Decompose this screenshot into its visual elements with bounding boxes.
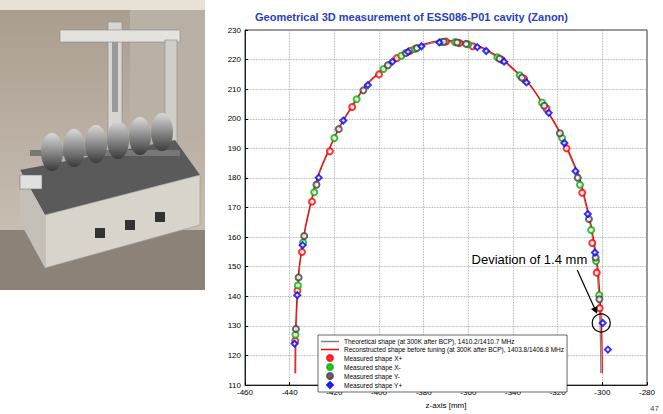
svg-text:220: 220 <box>228 55 242 64</box>
svg-text:200: 200 <box>228 114 242 123</box>
svg-text:180: 180 <box>228 173 242 182</box>
svg-text:170: 170 <box>228 203 242 212</box>
svg-text:230: 230 <box>228 26 242 35</box>
svg-text:Deviation of 1.4 mm: Deviation of 1.4 mm <box>472 252 588 267</box>
svg-text:-460: -460 <box>237 388 254 397</box>
svg-text:Reconstructed shape before tun: Reconstructed shape before tuning (at 30… <box>344 346 564 354</box>
svg-text:z-axis [mm]: z-axis [mm] <box>426 401 467 410</box>
svg-text:160: 160 <box>228 233 242 242</box>
svg-text:Geometrical 3D measurement of: Geometrical 3D measurement of ESS086-P01… <box>255 11 568 23</box>
svg-text:47: 47 <box>650 404 659 413</box>
svg-text:Measured shape Y-: Measured shape Y- <box>344 373 400 381</box>
svg-text:120: 120 <box>228 351 242 360</box>
svg-text:150: 150 <box>228 262 242 271</box>
svg-text:-440: -440 <box>282 388 299 397</box>
svg-text:140: 140 <box>228 292 242 301</box>
svg-text:130: 130 <box>228 321 242 330</box>
svg-text:Measured shape X-: Measured shape X- <box>344 364 401 372</box>
svg-text:Measured shape X+: Measured shape X+ <box>344 355 403 363</box>
svg-text:-300: -300 <box>594 388 611 397</box>
svg-text:Measured shape Y+: Measured shape Y+ <box>344 382 402 390</box>
svg-text:Theoretical shape (at 300K aft: Theoretical shape (at 300K after BCP), 1… <box>344 338 515 346</box>
svg-text:210: 210 <box>228 85 242 94</box>
svg-text:-280: -280 <box>639 388 656 397</box>
svg-text:190: 190 <box>228 144 242 153</box>
svg-text:110: 110 <box>228 380 241 390</box>
